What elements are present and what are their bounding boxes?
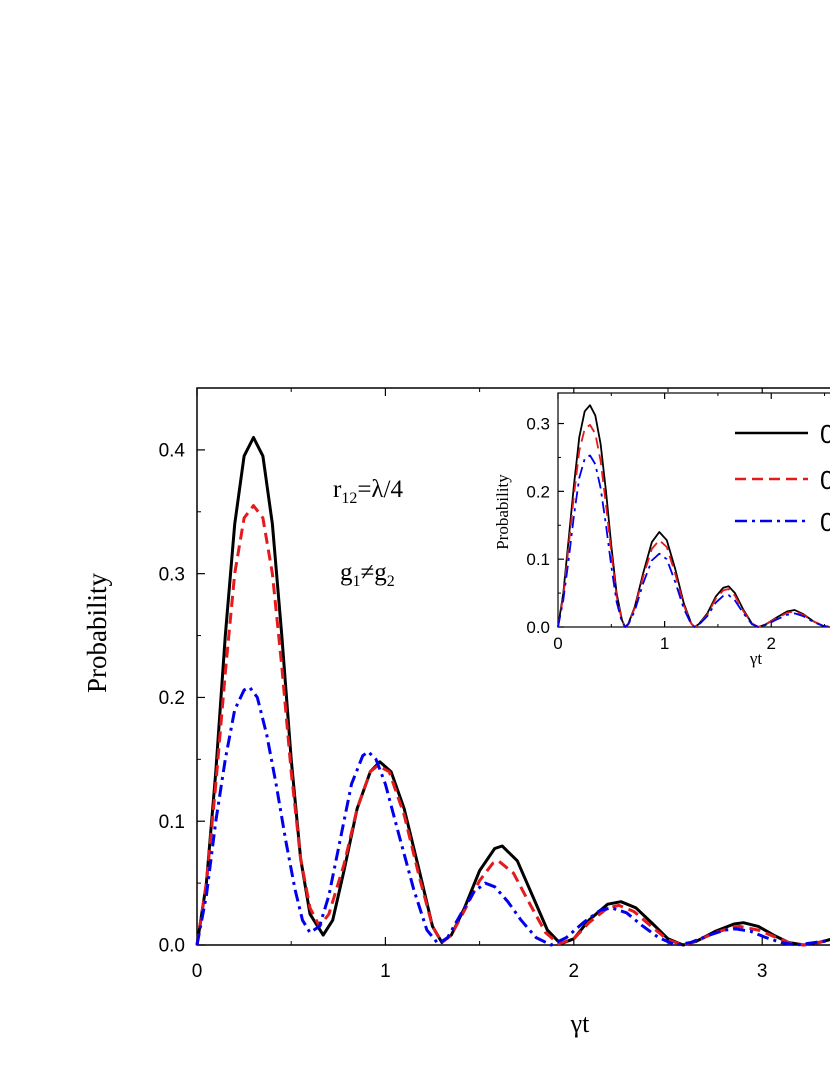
main-plot-frame [196, 387, 830, 946]
inset-ticks: 0 1 2 0.0 0.1 0.2 0.3 [526, 393, 826, 653]
main-chart: 0 1 2 3 0.0 0.1 0.2 0.3 0.4 r12=λ/4 g1≠g2 γt Pro… [82, 387, 830, 1038]
inset-series-line-dashdot [557, 454, 830, 628]
main-x-tick-label: 3 [757, 961, 768, 982]
inset-background [558, 393, 830, 627]
inset-series-line-solid [557, 404, 830, 628]
main-y-tick-label: 0.1 [159, 812, 185, 833]
legend-entry-1: 0 [820, 419, 830, 449]
main-x-axis-label: γt [570, 1009, 590, 1038]
inset-x-tick-label: 2 [767, 634, 776, 653]
main-y-tick-label: 0.4 [159, 441, 186, 462]
inset-y-tick-label: 0.2 [526, 482, 550, 501]
main-annotation-distance: r12=λ/4 [333, 476, 403, 507]
main-x-tick-label: 1 [380, 961, 391, 982]
main-y-tick-label: 0.2 [159, 688, 185, 709]
inset-chart: 0 1 2 0.0 0.1 0.2 0.3 0 0 0 γt Probability [493, 392, 830, 668]
inset-x-tick-label: 1 [660, 634, 669, 653]
main-series-line-solid [195, 436, 830, 947]
main-x-tick-label: 2 [569, 961, 580, 982]
inset-x-tick-label: 0 [553, 634, 562, 653]
legend-entry-3: 0 [820, 507, 830, 537]
inset-plot-frame [557, 392, 830, 628]
inset-y-axis-label: Probability [493, 474, 512, 550]
main-series [195, 436, 830, 947]
inset-y-tick-label: 0.1 [526, 550, 550, 569]
main-y-tick-label: 0.3 [159, 564, 185, 585]
inset-x-axis-label: γt [749, 649, 763, 668]
main-y-tick-label: 0.0 [159, 936, 185, 957]
inset-y-tick-label: 0.0 [526, 618, 550, 637]
main-series-line-dashdot [195, 686, 830, 947]
main-ticks: 0 1 2 3 0.0 0.1 0.2 0.3 0.4 [159, 387, 768, 982]
inset-series [557, 404, 830, 628]
main-x-tick-label: 0 [192, 961, 203, 982]
legend-entry-2: 0 [820, 465, 830, 495]
main-annotation-coupling: g1≠g2 [340, 559, 395, 590]
main-y-axis-label: Probability [82, 573, 112, 693]
inset-series-line-dashed [557, 424, 830, 628]
inset-y-tick-label: 0.3 [526, 414, 550, 433]
inset-legend: 0 0 0 [735, 419, 830, 537]
